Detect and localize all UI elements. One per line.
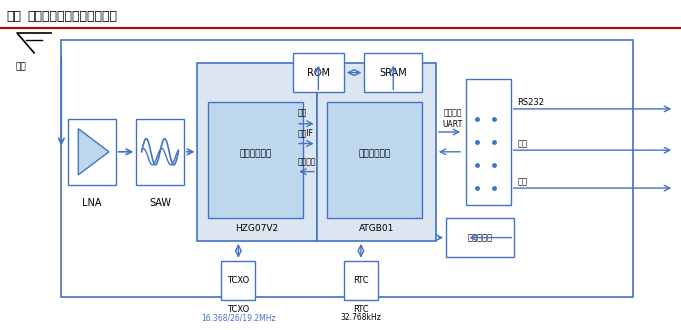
FancyBboxPatch shape <box>327 102 422 218</box>
FancyBboxPatch shape <box>364 53 422 92</box>
FancyBboxPatch shape <box>136 119 184 185</box>
Text: SRAM: SRAM <box>379 68 407 78</box>
Text: TCXO: TCXO <box>227 305 249 314</box>
Text: 时序控制: 时序控制 <box>443 108 462 117</box>
Text: 32.768kHz: 32.768kHz <box>340 314 381 322</box>
Text: RTC: RTC <box>353 305 368 314</box>
Text: HZG07V2: HZG07V2 <box>236 224 279 233</box>
Text: 图：: 图： <box>7 10 22 23</box>
FancyBboxPatch shape <box>208 102 303 218</box>
FancyBboxPatch shape <box>344 261 378 300</box>
FancyBboxPatch shape <box>317 63 436 241</box>
Polygon shape <box>78 129 109 175</box>
Text: 电源: 电源 <box>518 140 528 148</box>
FancyBboxPatch shape <box>446 218 514 257</box>
FancyBboxPatch shape <box>466 79 511 205</box>
FancyBboxPatch shape <box>293 53 344 92</box>
FancyBboxPatch shape <box>197 63 317 241</box>
Text: 射频前端芯片: 射频前端芯片 <box>239 149 272 158</box>
FancyBboxPatch shape <box>68 119 116 185</box>
Text: 16.368/26/19.2MHz: 16.368/26/19.2MHz <box>201 314 276 322</box>
FancyBboxPatch shape <box>61 40 633 297</box>
Text: UART: UART <box>443 120 463 129</box>
Text: 基带处理芯片: 基带处理芯片 <box>358 149 391 158</box>
Text: TCXO: TCXO <box>227 276 249 285</box>
Text: LNA: LNA <box>82 198 101 208</box>
Text: 数字IF: 数字IF <box>298 128 313 137</box>
Text: ATGB01: ATGB01 <box>359 224 394 233</box>
Text: 三线控制: 三线控制 <box>298 158 316 167</box>
Text: 复位控制器: 复位控制器 <box>468 233 492 242</box>
Text: RTC: RTC <box>353 276 368 285</box>
Text: 时钟: 时钟 <box>298 108 307 117</box>
Text: ROM: ROM <box>307 68 330 78</box>
Text: RS232: RS232 <box>518 98 545 107</box>
Text: 天线: 天线 <box>15 63 26 72</box>
FancyBboxPatch shape <box>221 261 255 300</box>
Text: 北斗接收端芯片模块结构图: 北斗接收端芯片模块结构图 <box>27 10 117 23</box>
Text: SAW: SAW <box>149 198 171 208</box>
Text: 电池: 电池 <box>518 178 528 186</box>
